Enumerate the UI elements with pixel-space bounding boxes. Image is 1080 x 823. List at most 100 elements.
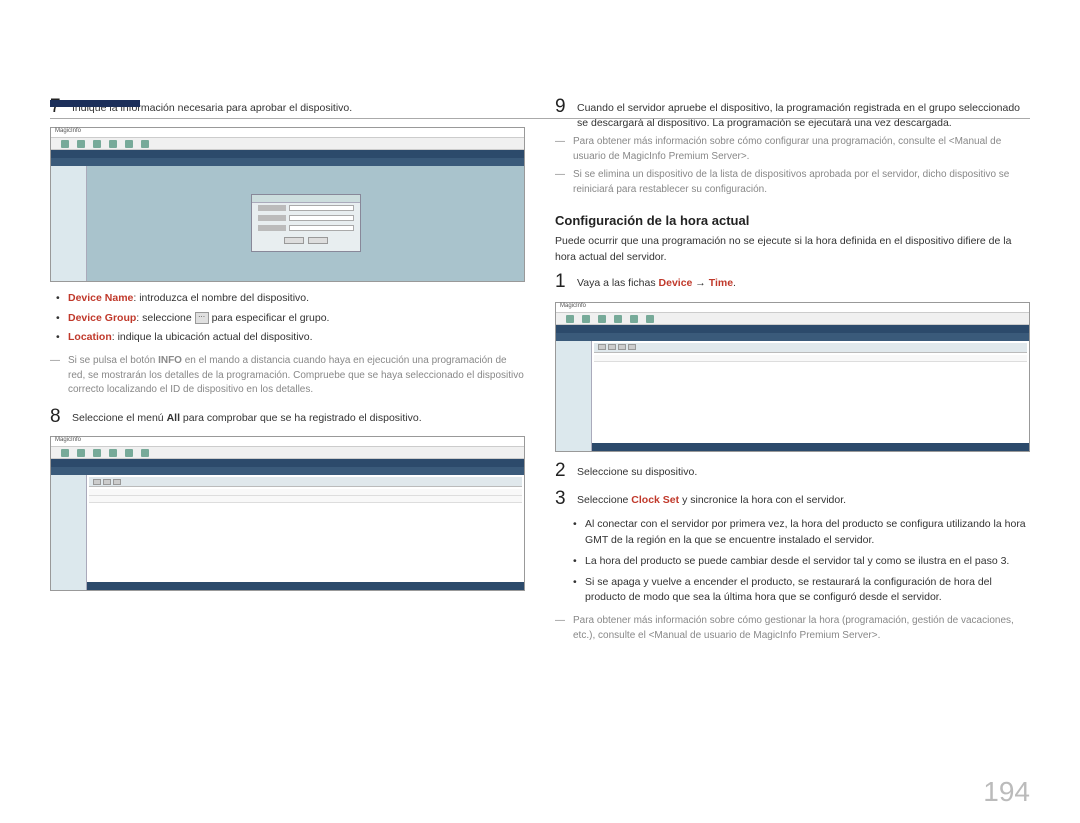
ss-toolbar: [51, 447, 524, 459]
ss-body: [51, 166, 524, 281]
ss-toolbar: [556, 313, 1029, 325]
toolbar-icon: [77, 140, 85, 148]
step-1: 1 Vaya a las fichas Device → Time.: [555, 271, 1030, 294]
ss-subtabs: [51, 467, 524, 475]
step-text: Seleccione su dispositivo.: [577, 460, 697, 483]
step-text: Seleccione el menú All para comprobar qu…: [72, 406, 422, 429]
dialog-row: [258, 225, 354, 233]
step-text: Cuando el servidor apruebe el dispositiv…: [577, 96, 1030, 131]
label: Device Name: [68, 292, 133, 304]
dlg-label: [258, 205, 286, 211]
dialog-row: [258, 205, 354, 213]
dlg-label: [258, 215, 286, 221]
t: All: [167, 412, 180, 424]
ss-sidebar: [556, 341, 592, 451]
intro-text: Puede ocurrir que una programación no se…: [555, 234, 1030, 264]
ss-sidebar: [51, 166, 87, 281]
toolbar-icon: [61, 140, 69, 148]
step-9: 9 Cuando el servidor apruebe el disposit…: [555, 96, 1030, 131]
ss-main: [87, 166, 524, 281]
dialog-buttons: [252, 237, 360, 244]
toolbar-icon: [125, 140, 133, 148]
ss-subtabs: [51, 158, 524, 166]
ss-footer: [87, 582, 524, 590]
step-3: 3 Seleccione Clock Set y sincronice la h…: [555, 488, 1030, 511]
heading-time-config: Configuración de la hora actual: [555, 213, 1030, 228]
step-text: Vaya a las fichas Device → Time.: [577, 271, 736, 294]
chip: [628, 344, 636, 350]
sub-bullet: Si se apaga y vuelve a encender el produ…: [585, 575, 1030, 607]
dialog-header: [252, 195, 360, 203]
chip: [618, 344, 626, 350]
t: Seleccione: [577, 494, 631, 506]
ss-main: [87, 475, 524, 590]
text: para especificar el grupo.: [209, 312, 330, 324]
sub-bullet: La hora del producto se puede cambiar de…: [585, 554, 1030, 570]
dlg-label: [258, 225, 286, 231]
ss-controls: [594, 343, 1027, 353]
t: Time: [709, 277, 733, 289]
t: Clock Set: [631, 494, 679, 506]
step-8: 8 Seleccione el menú All para comprobar …: [50, 406, 525, 429]
ss-tabs: [51, 459, 524, 467]
text: : indique la ubicación actual del dispos…: [112, 331, 313, 343]
sub-bullet: Al conectar con el servidor por primera …: [585, 517, 1030, 549]
approve-dialog: [251, 194, 361, 252]
t: para comprobar que se ha registrado el d…: [180, 412, 422, 424]
screenshot-time-tab: MagicInfo: [555, 302, 1030, 452]
t: y sincronice la hora con el servidor.: [679, 494, 846, 506]
text: : seleccione: [136, 312, 194, 324]
dlg-field: [289, 225, 354, 231]
ss-tabs: [51, 150, 524, 158]
field-bullets: Device Name: introduzca el nombre del di…: [68, 290, 525, 346]
t: .: [733, 277, 736, 289]
note-remove: Si se elimina un dispositivo de la lista…: [555, 166, 1030, 199]
data-row: [89, 489, 522, 496]
data-row: [594, 355, 1027, 362]
step-text: Seleccione Clock Set y sincronice la hor…: [577, 488, 846, 511]
ss-logo: MagicInfo: [51, 128, 524, 138]
ss-subtabs: [556, 333, 1029, 341]
ss-sidebar: [51, 475, 87, 590]
chip: [113, 479, 121, 485]
ss-footer: [592, 443, 1029, 451]
toolbar-icon: [93, 449, 101, 457]
t: →: [692, 277, 708, 289]
toolbar-icon: [630, 315, 638, 323]
t: Device: [659, 277, 693, 289]
toolbar-icon: [582, 315, 590, 323]
ss-logo: MagicInfo: [51, 437, 524, 447]
chip: [608, 344, 616, 350]
sub-bullets: Al conectar con el servidor por primera …: [585, 517, 1030, 606]
step-num: 8: [50, 406, 72, 429]
header-rule: [50, 118, 1030, 119]
step-num: 1: [555, 271, 577, 294]
toolbar-icon: [109, 449, 117, 457]
text: : introduzca el nombre del dispositivo.: [133, 292, 309, 304]
toolbar-icon: [109, 140, 117, 148]
note-manual: Para obtener más información sobre cómo …: [555, 133, 1030, 166]
toolbar-icon: [125, 449, 133, 457]
t: Si se pulsa el botón: [68, 355, 158, 366]
step-num: 9: [555, 96, 577, 131]
ss-main: [592, 341, 1029, 451]
t: Vaya a las fichas: [577, 277, 659, 289]
chip: [93, 479, 101, 485]
right-column: 9 Cuando el servidor apruebe el disposit…: [555, 90, 1030, 645]
bullet-device-name: Device Name: introduzca el nombre del di…: [68, 290, 525, 307]
dlg-field: [289, 205, 354, 211]
t: INFO: [158, 355, 182, 366]
screenshot-approve-device: MagicInfo: [50, 127, 525, 282]
t: Seleccione el menú: [72, 412, 167, 424]
page-columns: 7 Indique la información necesaria para …: [0, 60, 1080, 655]
dlg-field: [289, 215, 354, 221]
chip: [103, 479, 111, 485]
ss-body: [51, 475, 524, 590]
ellipsis-icon: ⋯: [195, 312, 209, 324]
data-row: [89, 496, 522, 503]
ss-toolbar: [51, 138, 524, 150]
toolbar-icon: [566, 315, 574, 323]
toolbar-icon: [61, 449, 69, 457]
toolbar-icon: [77, 449, 85, 457]
note-time-manual: Para obtener más información sobre cómo …: [555, 612, 1030, 645]
